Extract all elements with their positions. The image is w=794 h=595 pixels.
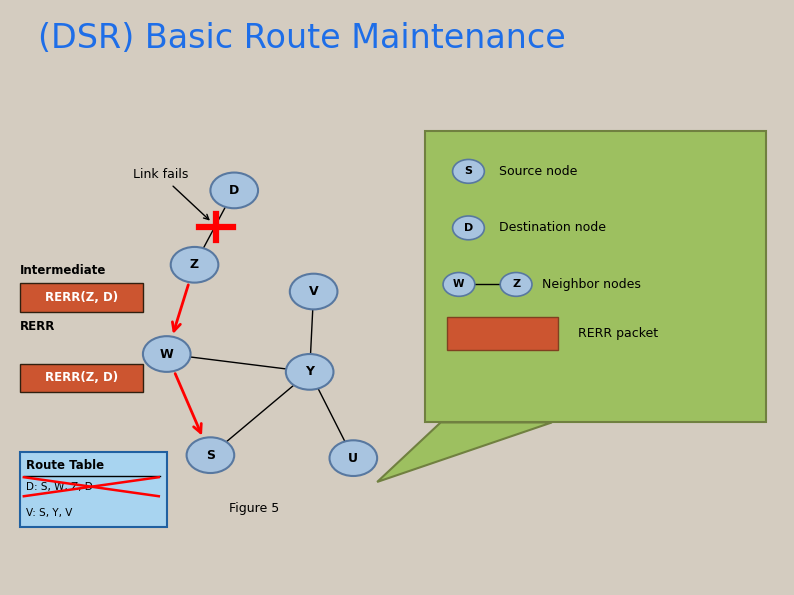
Text: RERR(Z, D): RERR(Z, D)	[44, 371, 118, 384]
Text: W: W	[453, 280, 464, 289]
FancyBboxPatch shape	[425, 131, 766, 422]
Text: Source node: Source node	[499, 165, 577, 178]
Text: (DSR) Basic Route Maintenance: (DSR) Basic Route Maintenance	[38, 22, 566, 55]
Circle shape	[443, 273, 475, 296]
Text: Z: Z	[512, 280, 520, 289]
FancyBboxPatch shape	[20, 283, 143, 312]
Text: Route Table: Route Table	[26, 459, 104, 472]
FancyBboxPatch shape	[447, 317, 558, 350]
Text: Link fails: Link fails	[133, 168, 209, 220]
Circle shape	[500, 273, 532, 296]
Text: D: S, W, Z, D: D: S, W, Z, D	[26, 482, 93, 491]
Text: RERR: RERR	[20, 320, 56, 333]
Text: RERR packet: RERR packet	[578, 327, 658, 340]
Text: Neighbor nodes: Neighbor nodes	[542, 278, 641, 291]
Circle shape	[210, 173, 258, 208]
Circle shape	[187, 437, 234, 473]
FancyBboxPatch shape	[20, 452, 167, 527]
Text: Intermediate: Intermediate	[20, 264, 106, 277]
Text: S: S	[464, 167, 472, 176]
Text: RERR(Z, D): RERR(Z, D)	[44, 291, 118, 304]
Polygon shape	[377, 422, 552, 482]
Text: Destination node: Destination node	[499, 221, 606, 234]
Text: Figure 5: Figure 5	[229, 502, 279, 515]
Text: S: S	[206, 449, 215, 462]
Circle shape	[453, 216, 484, 240]
Circle shape	[330, 440, 377, 476]
Text: D: D	[229, 184, 239, 197]
Text: W: W	[160, 347, 174, 361]
Circle shape	[143, 336, 191, 372]
Text: V: S, Y, V: V: S, Y, V	[26, 509, 72, 518]
FancyBboxPatch shape	[20, 364, 143, 392]
Text: U: U	[349, 452, 358, 465]
Text: D: D	[464, 223, 473, 233]
Circle shape	[290, 274, 337, 309]
Text: V: V	[309, 285, 318, 298]
Circle shape	[286, 354, 333, 390]
Text: Y: Y	[305, 365, 314, 378]
Text: Z: Z	[190, 258, 199, 271]
Circle shape	[171, 247, 218, 283]
Circle shape	[453, 159, 484, 183]
